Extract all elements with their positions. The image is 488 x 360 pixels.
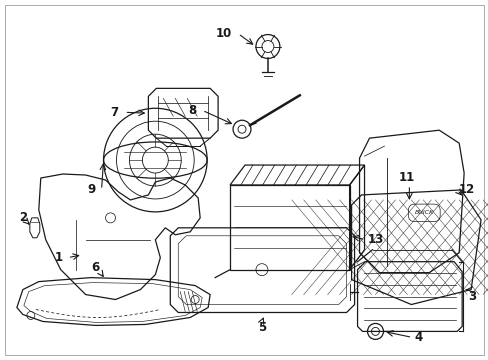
Text: 9: 9 <box>87 184 95 197</box>
Text: 2: 2 <box>19 211 27 224</box>
Text: 8: 8 <box>187 104 196 117</box>
Text: 5: 5 <box>257 321 265 334</box>
Text: 1: 1 <box>55 251 62 264</box>
Text: 12: 12 <box>458 184 474 197</box>
Text: 4: 4 <box>413 331 422 344</box>
Text: 6: 6 <box>91 261 100 274</box>
Text: 3: 3 <box>467 290 475 303</box>
Text: 7: 7 <box>110 106 118 119</box>
Text: 11: 11 <box>397 171 414 184</box>
Text: 13: 13 <box>367 233 383 246</box>
Text: BUICK: BUICK <box>414 210 433 215</box>
Text: 10: 10 <box>215 27 232 40</box>
Bar <box>229 185 349 270</box>
